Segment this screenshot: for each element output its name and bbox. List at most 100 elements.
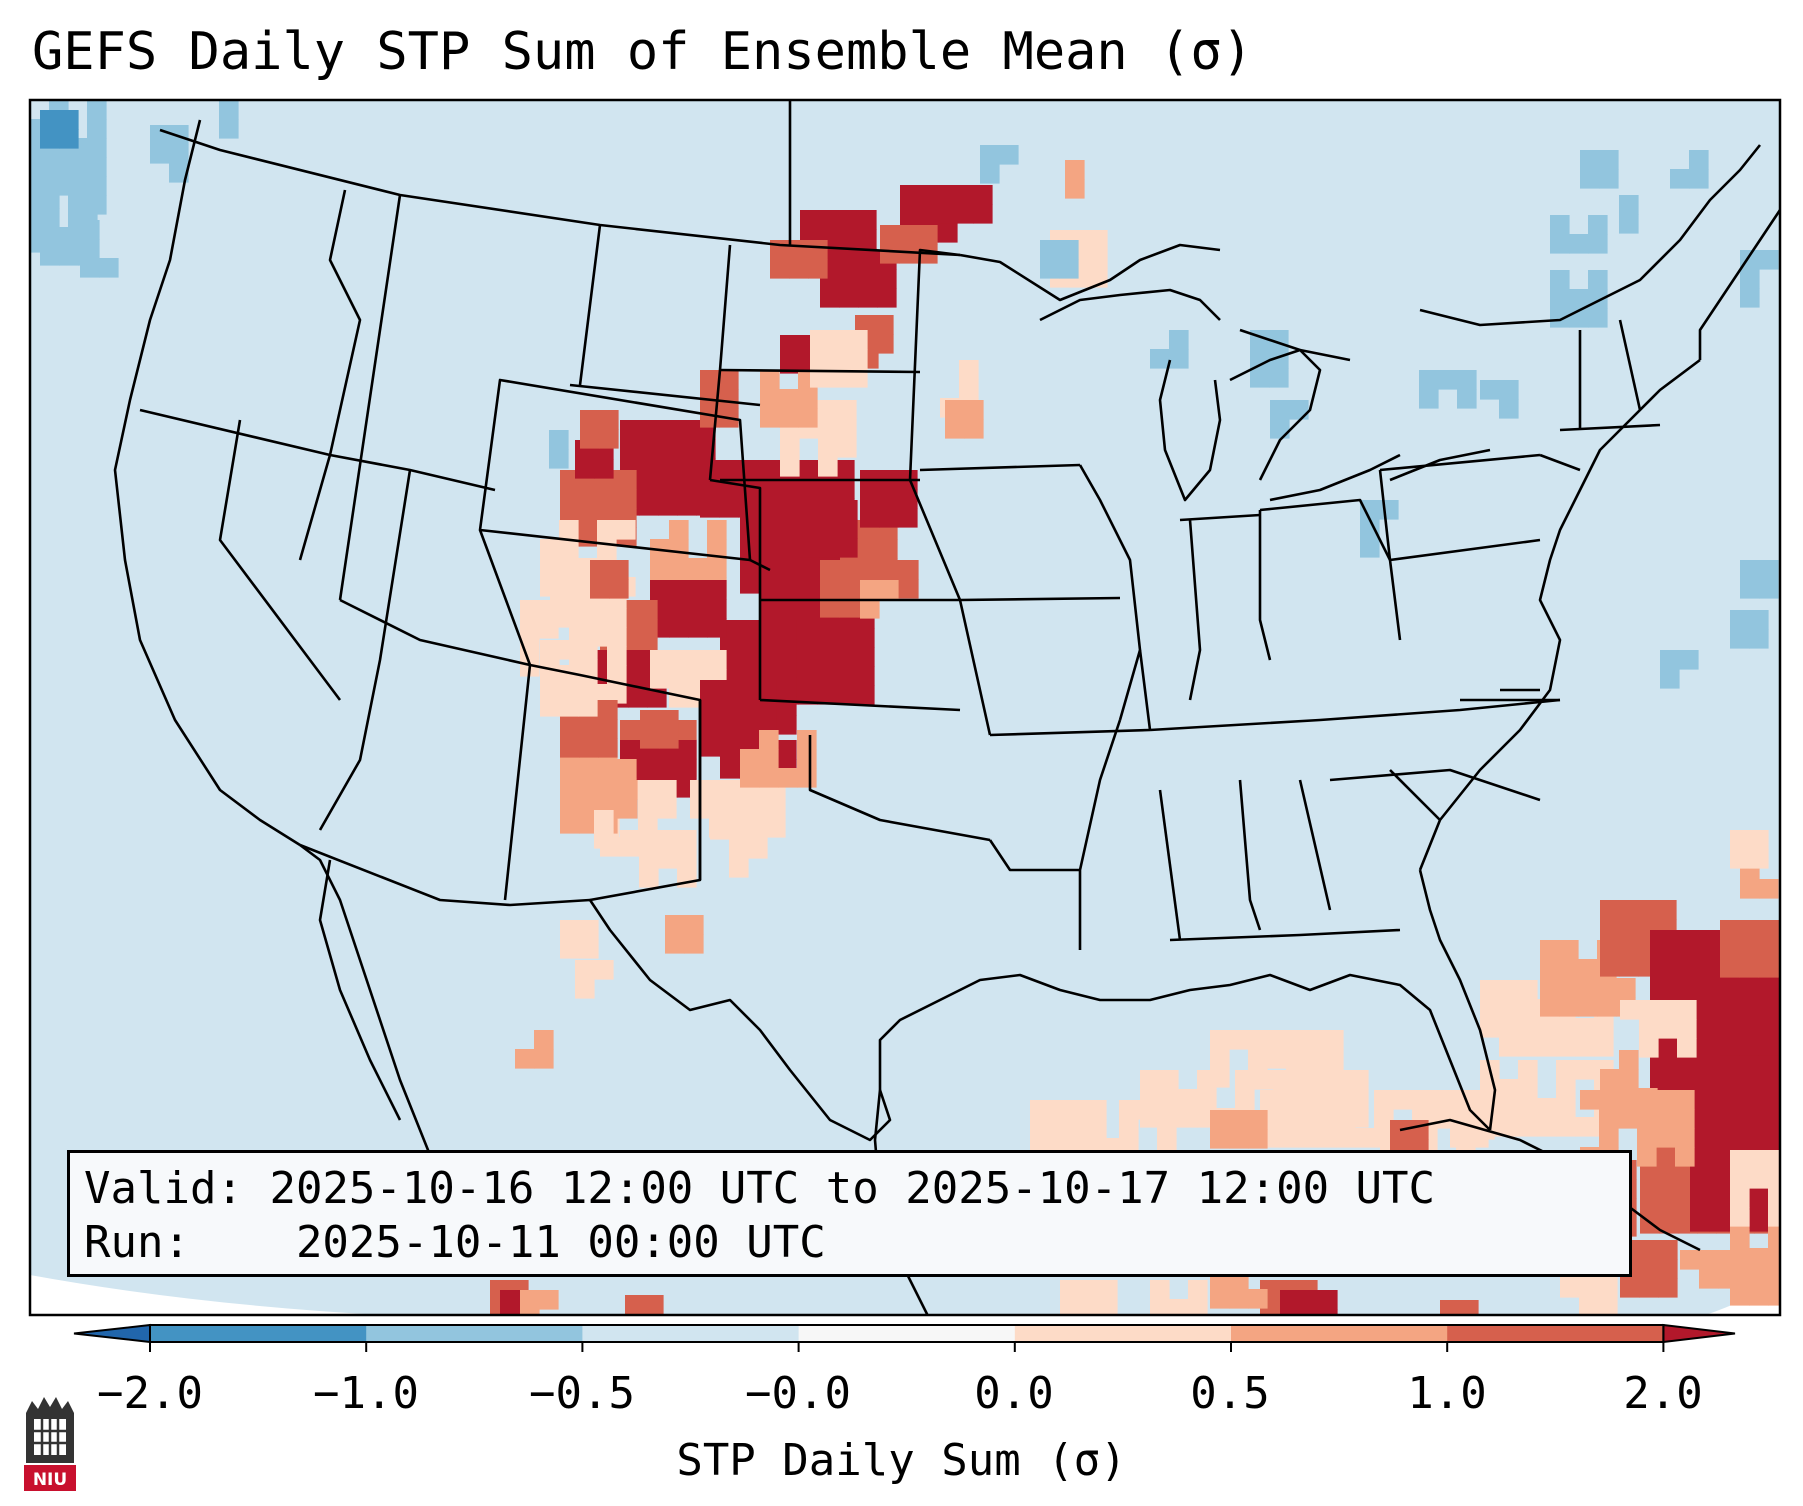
- stp-cell: [1499, 1117, 1519, 1137]
- stp-cell: [1580, 150, 1600, 170]
- stp-cell: [594, 459, 614, 479]
- stp-cell: [669, 618, 689, 638]
- stp-cell: [739, 658, 759, 678]
- stp-cell: [1728, 1079, 1748, 1099]
- stp-cell: [1600, 1069, 1620, 1089]
- stp-cell: [1499, 1018, 1519, 1038]
- stp-cell: [1749, 1150, 1769, 1170]
- stp-cell: [659, 710, 679, 730]
- stp-cell: [707, 650, 727, 670]
- colorbar-bin: [582, 1325, 800, 1342]
- stp-cell: [1670, 169, 1690, 189]
- stp-cell: [520, 600, 540, 620]
- colorbar-extend-high: [1662, 1323, 1736, 1344]
- stp-cell: [1720, 920, 1740, 940]
- boundary-line: [338, 194, 402, 601]
- stp-cell: [559, 520, 579, 540]
- stp-cell: [688, 618, 708, 638]
- stp-cell: [1768, 1169, 1780, 1189]
- stp-cell: [700, 370, 720, 390]
- stp-cell: [638, 619, 658, 639]
- stp-cell: [1575, 1037, 1595, 1057]
- stp-cell: [1749, 1286, 1769, 1306]
- colorbar-bin: [366, 1325, 583, 1342]
- stp-cell: [810, 330, 830, 350]
- boundary-line: [569, 383, 761, 407]
- stp-cell: [857, 210, 877, 230]
- stp-cell: [169, 144, 189, 164]
- out-of-domain-corner-se: [1705, 1280, 1780, 1315]
- stp-cell: [829, 330, 849, 350]
- stp-cell: [1620, 1000, 1640, 1020]
- stp-cell: [1393, 1090, 1413, 1110]
- stp-cell: [1229, 1129, 1249, 1149]
- stp-cell: [1157, 1119, 1177, 1139]
- stp-cell: [738, 718, 758, 738]
- stp-cell: [800, 210, 820, 230]
- boundary-line: [159, 128, 961, 257]
- stp-cell: [609, 579, 629, 599]
- stp-cell: [650, 650, 670, 670]
- stp-cell: [669, 688, 689, 708]
- stp-cell: [78, 189, 98, 209]
- boundary-line: [1138, 649, 1152, 731]
- stp-cell: [1556, 1018, 1576, 1038]
- run-line: Run: 2025-10-11 00:00 UTC: [84, 1217, 826, 1268]
- out-of-domain-corner-sw: [30, 1275, 383, 1315]
- stp-cell: [1720, 979, 1740, 999]
- stp-cell: [819, 500, 839, 520]
- stp-cell: [1619, 900, 1639, 920]
- stp-cell: [684, 915, 704, 935]
- stp-cell: [964, 419, 984, 439]
- stp-cell: [1689, 169, 1709, 189]
- stp-cell: [798, 666, 818, 686]
- stp-cell: [848, 330, 868, 350]
- stp-cell: [839, 250, 859, 270]
- stp-cell: [778, 768, 798, 788]
- stp-cell: [1499, 1037, 1519, 1057]
- run-value: 2025-10-11 00:00 UTC: [295, 1217, 826, 1268]
- stp-cell: [639, 868, 659, 888]
- stp-cell: [59, 129, 79, 149]
- valid-value: 2025-10-16 12:00 UTC to 2025-10-17 12:00…: [269, 1163, 1436, 1214]
- stp-cell: [1749, 629, 1769, 649]
- stp-cell: [777, 677, 797, 697]
- stp-cell: [1248, 1049, 1268, 1069]
- stp-cell: [1188, 1280, 1208, 1300]
- stp-cell: [1679, 650, 1699, 670]
- stp-cell: [40, 227, 60, 247]
- stp-cell: [798, 389, 818, 409]
- stp-cell: [1210, 1049, 1230, 1069]
- stp-cell: [1720, 1036, 1740, 1056]
- stp-cell: [1637, 1147, 1657, 1167]
- stp-cell: [650, 580, 670, 600]
- stp-cell: [818, 419, 838, 439]
- stp-cell: [677, 849, 697, 869]
- colorbar-bin: [1014, 1325, 1232, 1342]
- stp-cell: [800, 538, 820, 558]
- boundary-line: [1559, 423, 1661, 432]
- stp-cell: [1518, 1079, 1538, 1099]
- stp-cell: [665, 915, 685, 935]
- stp-cell: [1355, 1128, 1375, 1148]
- stp-cell: [919, 204, 939, 224]
- stp-cell: [1540, 978, 1560, 998]
- stp-cell: [818, 438, 838, 458]
- stp-cell: [700, 737, 720, 757]
- boundary-line: [959, 596, 1121, 602]
- stp-cell: [1600, 938, 1620, 958]
- stp-cell: [1079, 1299, 1099, 1315]
- stp-cell: [598, 489, 618, 509]
- stp-cell: [848, 368, 868, 388]
- stp-cell: [607, 665, 627, 685]
- stp-cell: [959, 360, 979, 380]
- stp-cell: [1169, 1299, 1189, 1315]
- stp-cell: [1119, 1100, 1139, 1120]
- stp-cell: [819, 210, 839, 230]
- stp-cell: [879, 580, 899, 600]
- stp-cell: [1597, 997, 1617, 1017]
- boundary-line: [1379, 453, 1541, 472]
- stp-cell: [1768, 1286, 1780, 1306]
- stp-cell: [1305, 1030, 1325, 1050]
- stp-cell: [820, 579, 840, 599]
